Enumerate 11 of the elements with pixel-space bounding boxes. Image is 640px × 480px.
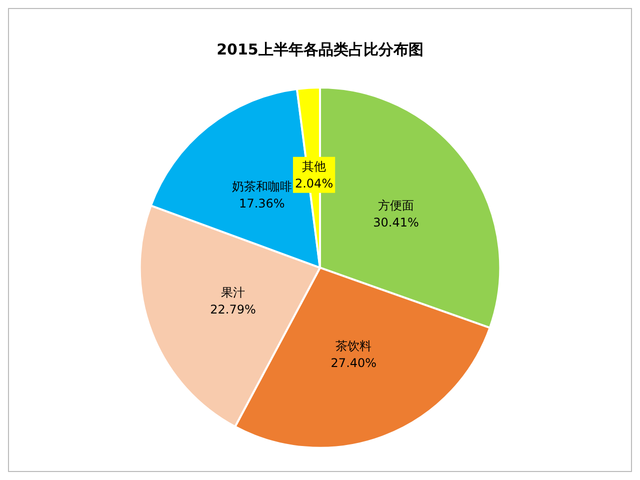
chart-title: 2015上半年各品类占比分布图 [216,40,424,58]
slice-label: 其他 [302,159,326,174]
slice-label: 奶茶和咖啡 [232,179,292,194]
data-label: 27.40% [330,356,377,370]
data-label: 30.41% [373,215,419,230]
slice-label: 茶饮料 [336,339,372,354]
slice-label: 果汁 [221,285,246,300]
slice-label: 方便面 [378,198,414,212]
data-label: 2.04% [294,176,334,190]
data-label: 22.79% [210,302,256,316]
data-label: 17.36% [239,196,285,210]
